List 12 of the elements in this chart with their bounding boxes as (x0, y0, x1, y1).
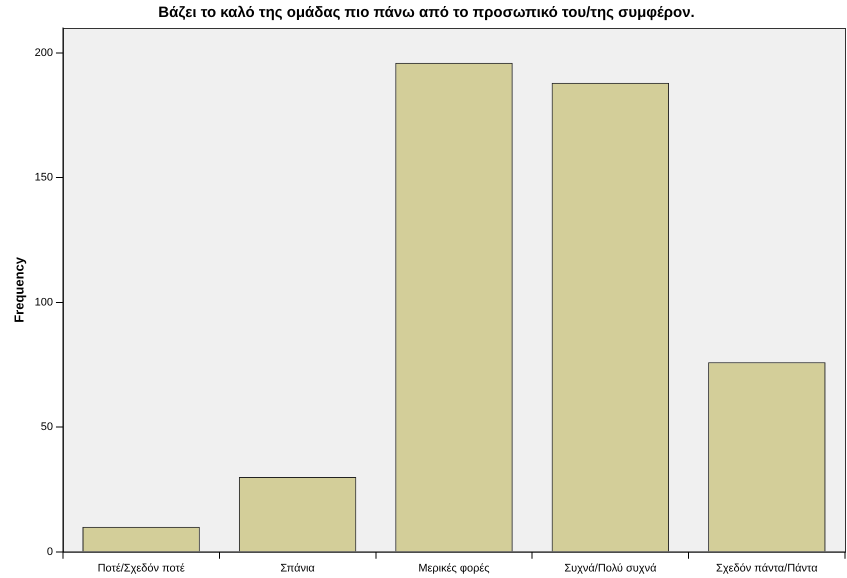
y-tick-label: 150 (34, 172, 53, 184)
y-axis-title: Frequency (11, 256, 26, 323)
x-tick-label: Μερικές φορές (418, 562, 490, 574)
y-tick-label: 0 (46, 546, 53, 558)
y-tick-label: 100 (34, 296, 53, 308)
x-tick-label: Ποτέ/Σχεδόν ποτέ (98, 562, 185, 574)
chart-title: Βάζει το καλό της ομάδας πιο πάνω από το προσωπικό του/της συμφέρον. (158, 4, 695, 22)
x-tick-label: Σχεδόν πάντα/Πάντα (716, 562, 818, 574)
y-tick-label: 200 (34, 46, 53, 59)
x-tick-label: Σπάνια (280, 562, 316, 574)
y-tick-label: 50 (40, 421, 53, 434)
x-tick-label: Συχνά/Πολύ συχνά (564, 562, 658, 574)
